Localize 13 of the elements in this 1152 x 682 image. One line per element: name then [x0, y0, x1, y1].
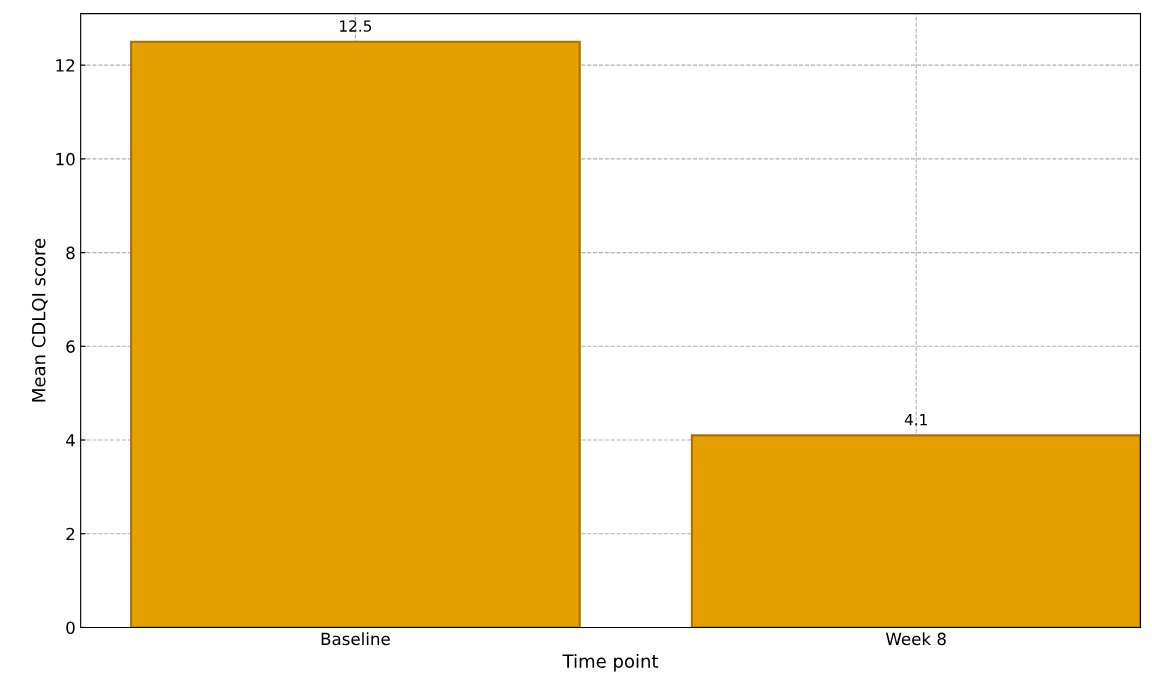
data-label: 4.1 [904, 414, 927, 426]
y-tick-label: 12 [56, 59, 75, 72]
y-tick-label: 8 [66, 246, 75, 260]
x-tick-label: Baseline [321, 632, 390, 646]
x-axis-title: Time point [562, 653, 659, 672]
data-label: 12.5 [340, 20, 372, 32]
x-tick-label: Week 8 [885, 632, 946, 646]
y-tick-label: 2 [66, 527, 75, 541]
y-tick-label: 6 [66, 340, 75, 353]
y-tick-label: 0 [66, 621, 75, 635]
y-axis-title: Mean CDLQI score [31, 238, 48, 402]
y-tick-label: 10 [56, 152, 75, 166]
y-tick-label: 4 [65, 434, 75, 447]
